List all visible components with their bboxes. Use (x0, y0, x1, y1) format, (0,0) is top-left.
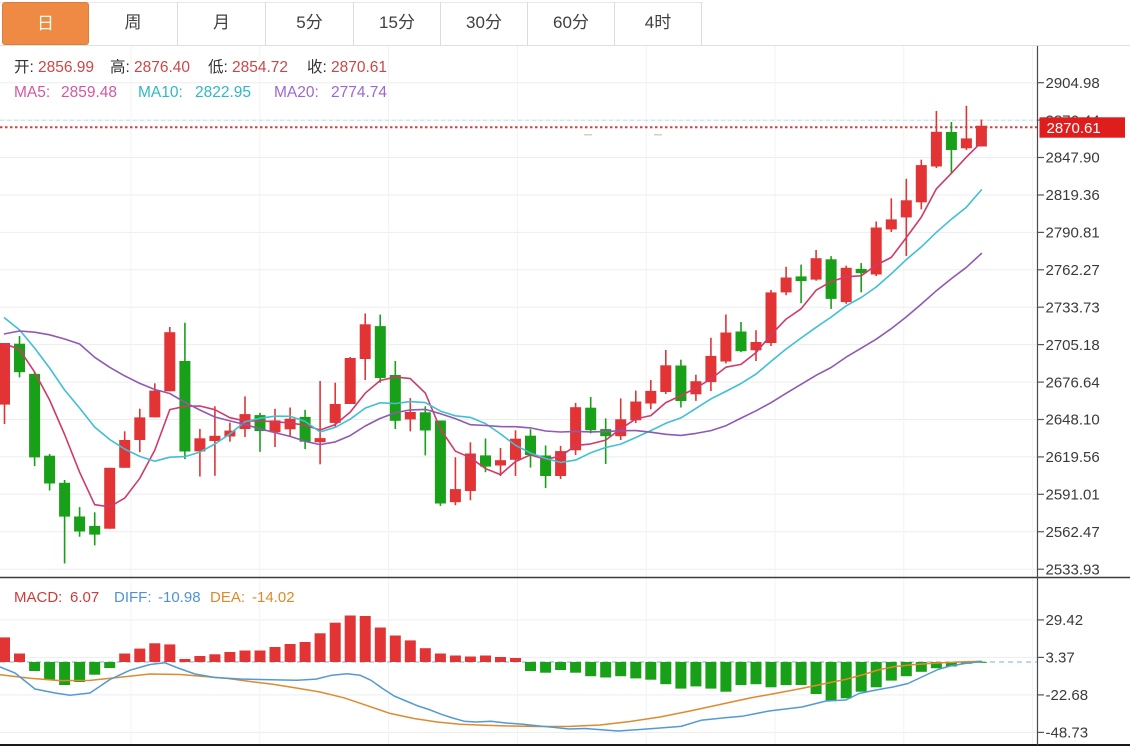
svg-text:2859.48: 2859.48 (61, 84, 117, 101)
svg-text:2856.99: 2856.99 (38, 59, 94, 76)
svg-text:MACD:: MACD: (14, 589, 62, 606)
svg-text:-10.98: -10.98 (158, 589, 201, 606)
svg-text:2762.27: 2762.27 (1046, 262, 1100, 279)
svg-text:2870.61: 2870.61 (1047, 120, 1101, 137)
svg-text:高:: 高: (110, 58, 130, 76)
svg-text:DIFF:: DIFF: (114, 589, 152, 606)
svg-text:2819.36: 2819.36 (1046, 187, 1100, 204)
svg-text:2676.64: 2676.64 (1046, 374, 1100, 391)
svg-text:2876.40: 2876.40 (134, 59, 190, 76)
svg-text:MA5:: MA5: (14, 84, 50, 101)
svg-text:2648.10: 2648.10 (1046, 412, 1100, 429)
svg-text:2562.47: 2562.47 (1046, 524, 1100, 541)
svg-text:-48.73: -48.73 (1046, 725, 1089, 742)
svg-text:2854.72: 2854.72 (232, 59, 288, 76)
svg-text:2733.73: 2733.73 (1046, 299, 1100, 316)
svg-text:6.07: 6.07 (70, 589, 99, 606)
svg-text:2870.61: 2870.61 (331, 59, 387, 76)
svg-text:-14.02: -14.02 (252, 589, 295, 606)
svg-text:MA10:: MA10: (138, 84, 183, 101)
svg-text:29.42: 29.42 (1046, 612, 1084, 629)
svg-text:MA20:: MA20: (274, 84, 319, 101)
svg-text:开:: 开: (14, 59, 34, 76)
svg-text:3.37: 3.37 (1046, 650, 1075, 667)
svg-text:2822.95: 2822.95 (195, 84, 251, 101)
svg-text:2904.98: 2904.98 (1046, 75, 1100, 92)
svg-text:2774.74: 2774.74 (331, 84, 387, 101)
svg-text:DEA:: DEA: (210, 589, 245, 606)
svg-text:2619.56: 2619.56 (1046, 449, 1100, 466)
svg-text:2705.18: 2705.18 (1046, 337, 1100, 354)
svg-text:收:: 收: (307, 58, 327, 76)
svg-text:2790.81: 2790.81 (1046, 225, 1100, 242)
svg-text:-22.68: -22.68 (1046, 687, 1089, 704)
svg-text:低:: 低: (208, 58, 228, 76)
svg-text:2533.93: 2533.93 (1046, 561, 1100, 578)
svg-text:2847.90: 2847.90 (1046, 150, 1100, 167)
svg-text:2591.01: 2591.01 (1046, 487, 1100, 504)
